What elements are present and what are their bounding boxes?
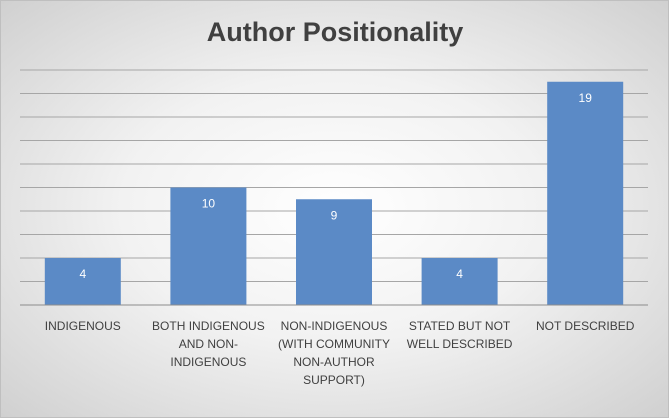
data-label: 9 [331,208,338,222]
bar [547,81,624,305]
bar [170,187,247,305]
data-label: 19 [579,91,593,105]
x-tick-label: STATED BUT NOT WELL DESCRIBED [406,319,513,351]
x-tick-label: INDIGENOUS [44,319,121,333]
data-label: 4 [456,267,463,281]
bar [296,199,372,305]
x-tick-label: NOT DESCRIBED [535,319,635,333]
bar [44,258,121,305]
x-tick-label: BOTH INDIGENOUS AND NON-INDIGENOUS [152,319,265,369]
data-label: 10 [202,197,216,211]
bar [421,258,498,305]
data-label: 4 [79,267,86,281]
x-tick-label: NON-INDIGENOUS (WITH COMMUNITY NON-AUTHO… [278,319,390,387]
chart-title: Author Positionality [207,17,464,47]
